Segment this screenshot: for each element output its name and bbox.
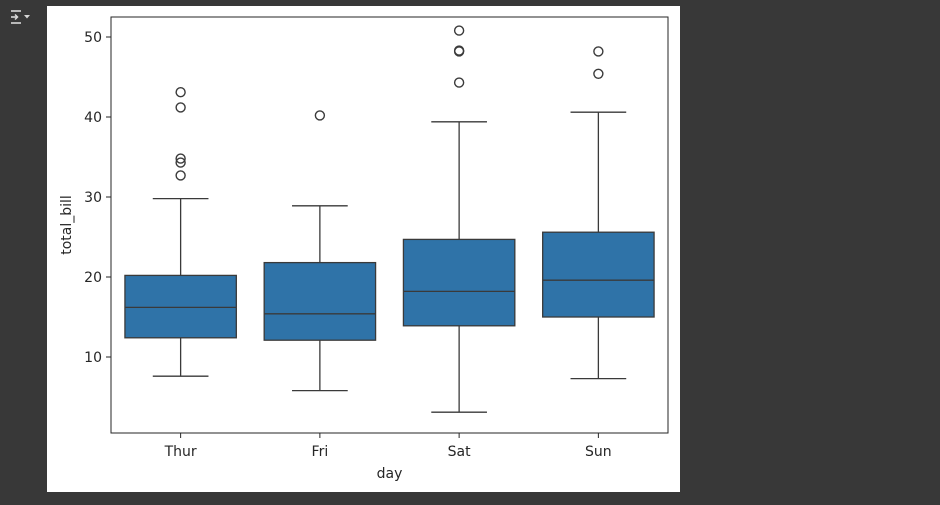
x-tick-label: Sun — [585, 444, 612, 460]
chart-figure: 10 20 30 40 50 Thur Fri Sat Sun day total_bill — [47, 6, 680, 492]
y-tick-label: 30 — [84, 190, 102, 206]
outlier-point — [175, 170, 186, 181]
outlier-point — [593, 68, 604, 80]
plot-frame — [110, 16, 669, 434]
box-sun — [542, 46, 655, 380]
x-axis-label: day — [377, 466, 403, 482]
outlier-point — [453, 77, 465, 88]
iqr-box — [124, 274, 237, 339]
outlier-point — [314, 110, 326, 121]
iqr-box — [402, 238, 516, 327]
box-plot-chart: 10 20 30 40 50 Thur Fri Sat Sun day total_bill — [59, 16, 669, 482]
outlier-point — [453, 45, 465, 56]
x-tick-label: Thur — [164, 444, 197, 460]
output-collapse-icon[interactable] — [6, 6, 34, 28]
iqr-box — [542, 231, 655, 318]
box-thur — [124, 86, 237, 377]
box-sat — [402, 25, 516, 413]
outlier-point — [175, 102, 186, 113]
outlier-point — [175, 153, 186, 164]
x-axis: Thur Fri Sat Sun — [164, 433, 612, 460]
y-tick-label: 50 — [84, 30, 102, 46]
outlier-point — [175, 157, 186, 168]
y-tick-label: 20 — [84, 270, 102, 286]
x-tick-label: Fri — [312, 444, 329, 460]
box-fri — [263, 110, 377, 392]
x-tick-label: Sat — [448, 444, 471, 460]
y-axis-label: total_bill — [59, 195, 75, 255]
outlier-point — [593, 46, 604, 57]
outlier-point — [175, 86, 186, 98]
y-tick-label: 40 — [84, 110, 102, 126]
outlier-point — [453, 25, 465, 36]
y-axis: 10 20 30 40 50 — [84, 30, 111, 366]
boxes — [124, 25, 655, 413]
y-tick-label: 10 — [84, 350, 102, 366]
iqr-box — [263, 261, 377, 341]
